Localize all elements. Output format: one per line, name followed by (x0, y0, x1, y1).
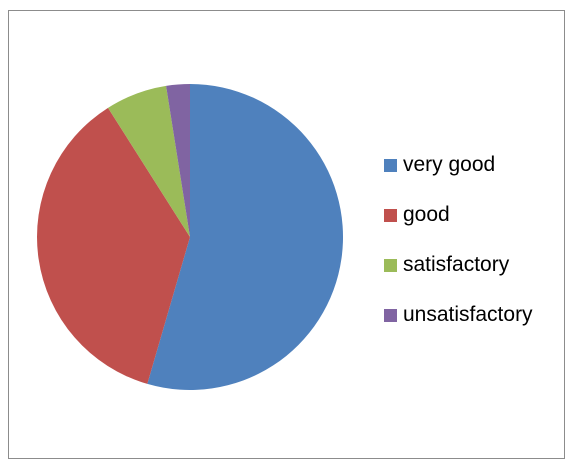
legend-label-good: good (403, 203, 450, 226)
legend-item-unsatisfactory: unsatisfactory (384, 303, 533, 327)
legend-swatch-satisfactory (384, 258, 397, 272)
legend-label-satisfactory: satisfactory (403, 253, 510, 276)
chart-area: very good good satisfactory unsatisfacto… (8, 10, 565, 459)
legend-item-good: good (384, 203, 533, 227)
pie-slice-good (37, 107, 190, 384)
pie-slice-very-good (147, 84, 344, 390)
legend: very good good satisfactory unsatisfacto… (384, 153, 533, 353)
pie-slice-unsatisfactory (166, 84, 190, 237)
pie-slice-satisfactory (108, 85, 190, 237)
legend-item-satisfactory: satisfactory (384, 253, 533, 277)
pie-chart (37, 84, 344, 390)
legend-label-very-good: very good (403, 153, 496, 176)
legend-label-unsatisfactory: unsatisfactory (403, 303, 533, 326)
legend-swatch-good (384, 208, 397, 222)
legend-swatch-very-good (384, 158, 397, 172)
legend-swatch-unsatisfactory (384, 308, 397, 322)
legend-item-very-good: very good (384, 153, 533, 177)
